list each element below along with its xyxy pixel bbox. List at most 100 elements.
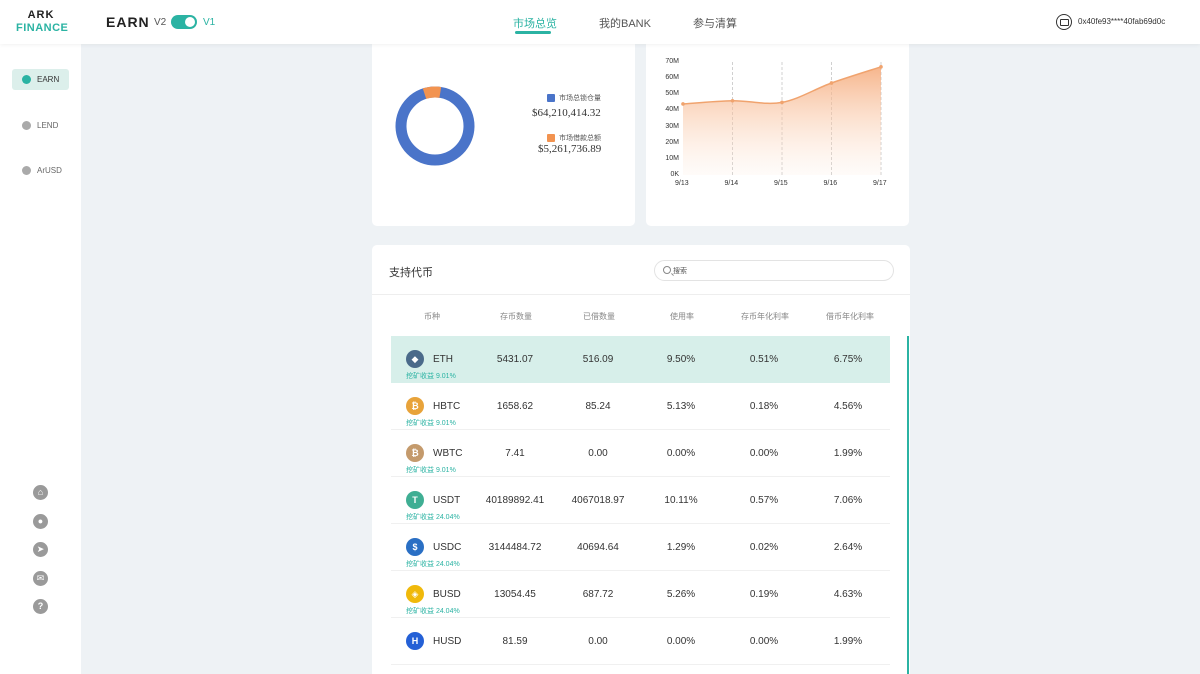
mining-reward: 挖矿收益 9.01% — [406, 373, 456, 380]
y-tick-label: 10M — [665, 154, 679, 162]
data-point[interactable] — [681, 102, 685, 106]
market-summary-card: 市场总锁仓量 $64,210,414.32 市场借款总额 $5,261,736.… — [372, 36, 635, 226]
market-donut-chart — [395, 86, 475, 166]
wbtc-icon: ₿ — [406, 444, 424, 462]
usdt-icon: T — [406, 491, 424, 509]
col-header-borrow-apy: 借币年化利率 — [826, 312, 874, 321]
telegram-icon[interactable]: ➤ — [33, 542, 48, 557]
nav-my-bank[interactable]: 我的BANK — [599, 18, 651, 30]
legend-swatch-tvl — [547, 94, 555, 102]
sidebar: EARN LEND ArUSD ⌂ ● ➤ ✉ ? — [0, 44, 81, 674]
cell-borrowed: 0.00 — [588, 448, 608, 459]
github-icon[interactable]: ● — [33, 514, 48, 529]
cell-deposit-apy: 0.00% — [749, 636, 779, 647]
y-tick-label: 60M — [665, 74, 679, 82]
col-header-deposit-apy: 存币年化利率 — [741, 312, 789, 321]
cell-deposit-apy: 0.02% — [749, 542, 779, 553]
table-row[interactable]: H HUSD 81.59 0.00 0.00% 0.00% 1.99% — [391, 618, 890, 665]
cell-deposit: 81.59 — [502, 636, 528, 647]
cell-borrowed: 687.72 — [582, 589, 614, 600]
sidebar-item-label: LEND — [37, 121, 59, 130]
data-point[interactable] — [829, 81, 834, 85]
wallet-icon — [1056, 14, 1072, 30]
sidebar-item-lend[interactable]: LEND — [12, 115, 69, 136]
table-row[interactable]: $ USDC 挖矿收益 24.04% 3144484.72 40694.64 1.29% 0… — [391, 524, 890, 571]
x-tick-label: 9/15 — [774, 180, 788, 187]
col-header-token: 币种 — [424, 312, 440, 321]
cell-borrowed: 4067018.97 — [571, 495, 625, 506]
cell-deposit: 7.41 — [505, 448, 525, 459]
cell-deposit: 3144484.72 — [488, 542, 542, 553]
lend-icon — [22, 121, 31, 130]
cell-usage: 9.50% — [666, 354, 696, 365]
cell-usage: 0.00% — [666, 448, 696, 459]
cell-deposit: 5431.07 — [496, 354, 534, 365]
table-row[interactable]: ₿ HBTC 挖矿收益 9.01% 1658.62 85.24 5.13% 0.18% 4.5… — [391, 383, 890, 430]
logo-line2: FINANCE — [16, 22, 69, 34]
cell-usage: 10.11% — [664, 495, 698, 506]
data-point[interactable] — [730, 98, 735, 103]
y-tick-label: 30M — [665, 122, 679, 130]
table-row[interactable]: T USDT 挖矿收益 24.04% 40189892.41 4067018.97 10.… — [391, 477, 890, 524]
usdc-icon: $ — [406, 538, 424, 556]
token-symbol: USDT — [433, 495, 461, 506]
sidebar-item-arusd[interactable]: ArUSD — [12, 160, 69, 181]
tokens-card-title: 支持代币 — [389, 267, 433, 279]
version-toggle[interactable] — [171, 15, 197, 29]
token-symbol: WBTC — [433, 448, 463, 459]
search-input[interactable] — [673, 264, 873, 278]
donut-segment-tvl — [395, 86, 475, 166]
toggle-knob — [185, 17, 195, 27]
cell-borrow-apy: 7.06% — [833, 495, 863, 506]
table-row[interactable]: ◈ BUSD 挖矿收益 24.04% 13054.45 687.72 5.26% 0.19%… — [391, 571, 890, 618]
y-tick-label: 20M — [665, 138, 679, 146]
supported-tokens-card: 支持代币 币种 存币数量 已借数量 使用率 存币年化利率 借币年化利率 ◆ ETH… — [372, 245, 910, 674]
earn-icon — [22, 75, 31, 84]
cell-borrow-apy: 1.99% — [833, 636, 863, 647]
mining-reward: 挖矿收益 9.01% — [406, 467, 456, 474]
y-tick-label: 40M — [665, 106, 679, 114]
cell-usage: 1.29% — [666, 542, 696, 553]
data-point[interactable] — [780, 100, 784, 105]
cell-deposit-apy: 0.00% — [749, 448, 779, 459]
cell-deposit: 13054.45 — [494, 589, 536, 600]
cell-deposit-apy: 0.51% — [749, 354, 779, 365]
legend-value-tvl: $64,210,414.32 — [532, 107, 601, 119]
nav-liquidation[interactable]: 参与清算 — [693, 18, 737, 30]
token-symbol: USDC — [433, 542, 462, 553]
y-tick-label: 0K — [670, 171, 679, 178]
cell-borrow-apy: 4.56% — [833, 401, 863, 412]
cell-borrowed: 85.24 — [585, 401, 611, 412]
mail-icon[interactable]: ✉ — [33, 571, 48, 586]
arusd-icon — [22, 166, 31, 175]
cell-borrowed: 40694.64 — [577, 542, 619, 553]
token-search[interactable] — [654, 260, 894, 281]
legend-label-borrowed: 市场借款总额 — [559, 135, 601, 142]
tvl-trend-card: 0K 10M 20M 30M 40M 50M 60M 70M 9/13 9/14 9/15 9/16… — [646, 36, 909, 226]
token-symbol: ETH — [433, 354, 453, 365]
top-bar: ARK FINANCE EARN V2 V1 市场总览 我的BANK 参与清算 … — [0, 0, 1200, 44]
wallet-address: 0x40fe93****40fab69d0c — [1078, 17, 1166, 26]
cell-usage: 5.26% — [666, 589, 696, 600]
mining-reward: 挖矿收益 24.04% — [406, 514, 460, 521]
cell-deposit-apy: 0.57% — [749, 495, 779, 506]
logo-line1: ARK — [27, 9, 55, 21]
table-row[interactable]: ₿ WBTC 挖矿收益 9.01% 7.41 0.00 0.00% 0.00% 1.99% — [391, 430, 890, 477]
cell-borrowed: 516.09 — [582, 354, 614, 365]
header-divider — [372, 294, 910, 295]
help-icon[interactable]: ? — [33, 599, 48, 614]
nav-market-overview[interactable]: 市场总览 — [513, 18, 557, 30]
mining-reward: 挖矿收益 24.04% — [406, 561, 460, 568]
data-point[interactable] — [879, 65, 883, 69]
home-icon[interactable]: ⌂ — [33, 485, 48, 500]
legend-label-tvl: 市场总锁仓量 — [559, 95, 601, 102]
series-area — [683, 66, 881, 175]
sidebar-item-earn[interactable]: EARN — [12, 69, 69, 90]
ark-finance-logo[interactable]: ARK FINANCE — [16, 9, 69, 35]
nav-active-underline — [515, 31, 551, 34]
sidebar-item-label: ArUSD — [37, 166, 62, 175]
cell-deposit-apy: 0.18% — [749, 401, 779, 412]
cell-borrow-apy: 1.99% — [833, 448, 863, 459]
table-scroll-accent[interactable] — [907, 336, 909, 674]
table-row[interactable]: ◆ ETH 挖矿收益 9.01% 5431.07 516.09 9.50% 0.51% 6.7… — [391, 336, 890, 383]
